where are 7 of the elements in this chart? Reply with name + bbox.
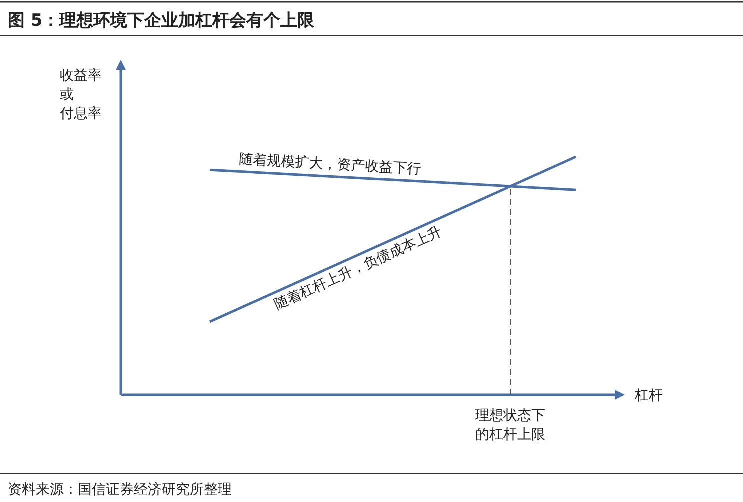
text: 资料来源：国信证券经济研究所整理: [8, 482, 232, 498]
chart-title: 图 5：理想环境下企业加杠杆会有个上限: [8, 11, 316, 31]
text: 理想状态下的杠杆上限: [476, 408, 546, 443]
annotation: 随着杠杆上升，负债成本上升: [272, 224, 445, 314]
y-axis-title: 收益率或付息率: [59, 68, 102, 122]
annotation: 随着规模扩大，资产收益下行: [238, 152, 422, 178]
x-axis-title: 杠杆: [634, 388, 663, 404]
